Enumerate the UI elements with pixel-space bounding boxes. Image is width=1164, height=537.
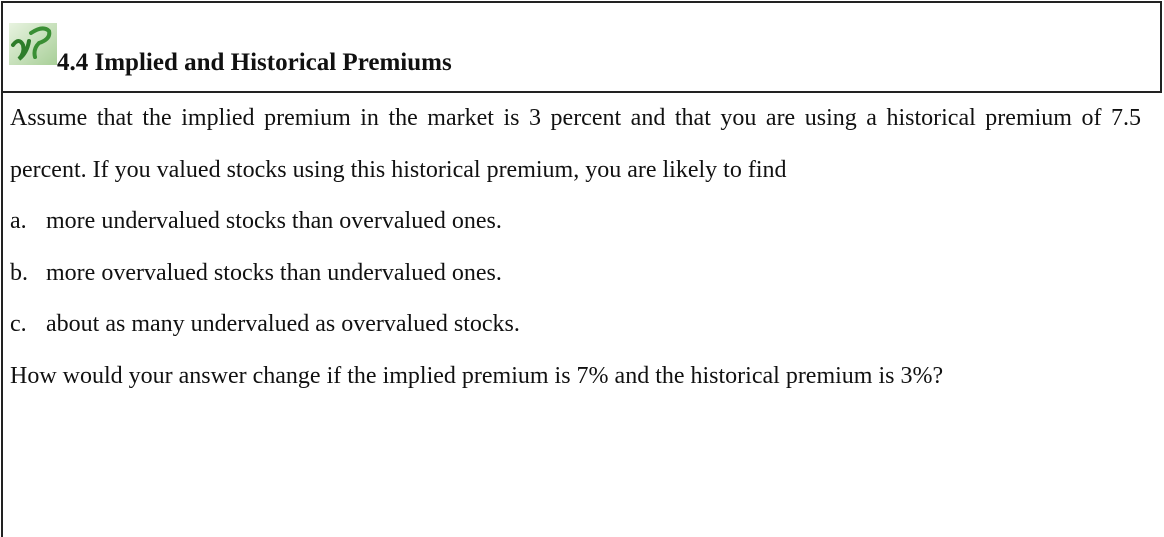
option: c. about as many undervalued as overvalue…	[10, 299, 1141, 351]
option-text: about as many undervalued as overvalued …	[46, 311, 520, 337]
content: Assume that the implied premium in the m…	[10, 93, 1141, 402]
option-text: more undervalued stocks than overvalued …	[46, 208, 502, 234]
question: Assume that the implied premium in the m…	[10, 105, 1141, 183]
option-letter: b.	[10, 259, 28, 286]
title: 4.4 Implied and Historical Premiums	[57, 49, 452, 76]
option: b. more overvalued stocks than undervalue…	[10, 248, 1141, 300]
option-text: more overvalued stocks than undervalued …	[46, 259, 502, 286]
icon	[9, 23, 57, 65]
option-letter: a.	[10, 208, 27, 234]
option-letter: c.	[10, 311, 27, 337]
header: 4.4 Implied and Historical Premiums	[3, 3, 1162, 93]
followup: How would your answer change if the impl…	[10, 362, 944, 389]
option: a. more undervalued stocks than overvalue…	[10, 196, 1141, 248]
